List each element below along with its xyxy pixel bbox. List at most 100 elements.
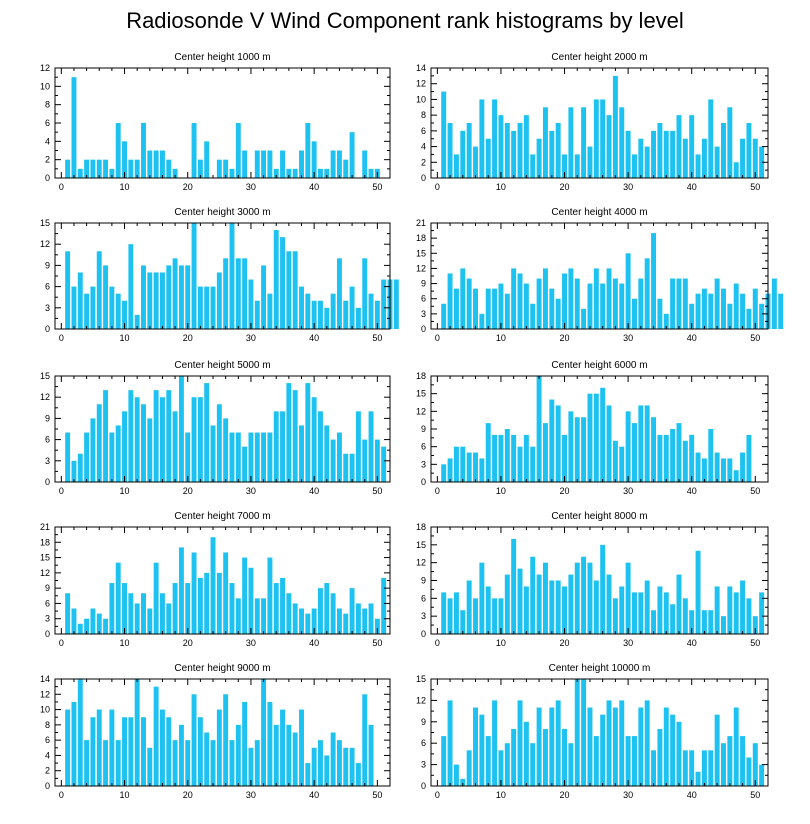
histogram-bar <box>103 159 109 178</box>
histogram-bar <box>587 562 593 634</box>
y-tick-label: 0 <box>45 324 50 334</box>
histogram-bar <box>147 418 153 482</box>
histogram-bar <box>280 709 286 786</box>
histogram-bar <box>349 588 355 634</box>
histogram-bar <box>740 580 746 634</box>
histogram-bar <box>460 778 466 786</box>
histogram-bar <box>682 750 688 786</box>
histogram-bar <box>343 747 349 786</box>
histogram-bar <box>523 586 529 634</box>
histogram-bar <box>530 743 536 786</box>
histogram-bar <box>492 288 498 329</box>
x-tick-label: 30 <box>246 790 256 800</box>
histogram-bar <box>393 279 399 329</box>
histogram-bar <box>752 743 758 786</box>
y-tick-label: 3 <box>421 611 426 621</box>
histogram-bar <box>292 603 298 634</box>
histogram-bar <box>523 283 529 329</box>
histogram-bar <box>511 538 517 634</box>
histogram-bar <box>479 714 485 786</box>
histogram-bar <box>159 397 165 482</box>
y-tick-label: 9 <box>421 279 426 289</box>
histogram-bar <box>172 258 178 329</box>
histogram-bar <box>587 707 593 786</box>
x-tick-label: 40 <box>309 182 319 192</box>
histogram-bar <box>261 432 267 482</box>
histogram-bar <box>305 293 311 329</box>
y-tick-label: 0 <box>45 781 50 791</box>
histogram-bar <box>746 308 752 329</box>
histogram-bar <box>109 286 115 329</box>
y-tick-label: 2 <box>421 157 426 167</box>
histogram-bar <box>204 286 210 329</box>
histogram-bar <box>166 390 172 482</box>
histogram-bar <box>689 303 695 329</box>
histogram-bar <box>185 432 191 482</box>
histogram-bar <box>492 434 498 482</box>
histogram-bar <box>248 747 254 786</box>
histogram-bar <box>619 107 625 178</box>
histogram-bar <box>587 283 593 329</box>
histogram-bar <box>204 383 210 482</box>
histogram-bar <box>210 740 216 786</box>
x-tick-label: 50 <box>372 638 382 648</box>
histogram-bar <box>229 740 235 786</box>
histogram-bar <box>587 393 593 482</box>
histogram-bar <box>600 714 606 786</box>
histogram-bar <box>204 141 210 178</box>
y-tick-label: 15 <box>40 553 50 563</box>
histogram-bar <box>657 586 663 634</box>
y-tick-label: 10 <box>40 705 50 715</box>
histogram-bar <box>159 593 165 634</box>
histogram-bar <box>84 432 90 482</box>
histogram-bar <box>134 603 140 634</box>
histogram-bar <box>619 446 625 482</box>
histogram-bar <box>185 583 191 634</box>
histogram-bar <box>479 458 485 482</box>
y-tick-label: 3 <box>45 456 50 466</box>
y-tick-label: 21 <box>40 522 50 532</box>
histogram-bar <box>453 446 459 482</box>
histogram-bar <box>644 258 650 329</box>
histogram-bar <box>299 608 304 634</box>
histogram-bar <box>103 740 109 786</box>
histogram-bar <box>122 300 127 329</box>
histogram-bar <box>115 740 121 786</box>
x-tick-label: 20 <box>560 638 570 648</box>
x-tick-label: 0 <box>59 486 64 496</box>
x-tick-label: 40 <box>309 790 319 800</box>
histogram-bar <box>670 278 676 329</box>
x-tick-label: 10 <box>496 333 506 343</box>
histogram-panel: Center height 8000 m 0 10 20 30 40 50 0 3 6 9 12 15 1… <box>416 511 769 648</box>
histogram-bar <box>574 562 580 634</box>
x-tick-label: 10 <box>120 333 130 343</box>
histogram-bar <box>191 223 197 329</box>
histogram-bar <box>280 237 286 329</box>
histogram-bar <box>330 732 336 786</box>
histogram-bar <box>593 268 599 329</box>
histogram-bar <box>523 721 529 786</box>
histogram-bar <box>185 740 191 786</box>
histogram-bar <box>273 230 279 329</box>
histogram-bar <box>625 736 631 786</box>
y-tick-label: 0 <box>45 477 50 487</box>
histogram-bar <box>96 709 102 786</box>
histogram-bar <box>324 755 330 786</box>
histogram-bar <box>299 150 304 178</box>
y-tick-label: 12 <box>40 63 50 73</box>
panel-title: Center height 9000 m <box>174 663 270 674</box>
histogram-bar <box>740 138 746 178</box>
histogram-bar <box>619 283 625 329</box>
histogram-bar <box>324 168 330 178</box>
histogram-bar <box>593 580 599 634</box>
histogram-bar <box>714 278 720 329</box>
histogram-bar <box>368 724 374 786</box>
histogram-bar <box>492 99 498 178</box>
histogram-bar <box>65 251 71 329</box>
histogram-bar <box>727 736 733 786</box>
histogram-bar <box>447 273 453 329</box>
x-tick-label: 30 <box>623 486 633 496</box>
histogram-bar <box>562 434 568 482</box>
histogram-bar <box>441 303 447 329</box>
x-tick-label: 50 <box>372 486 382 496</box>
